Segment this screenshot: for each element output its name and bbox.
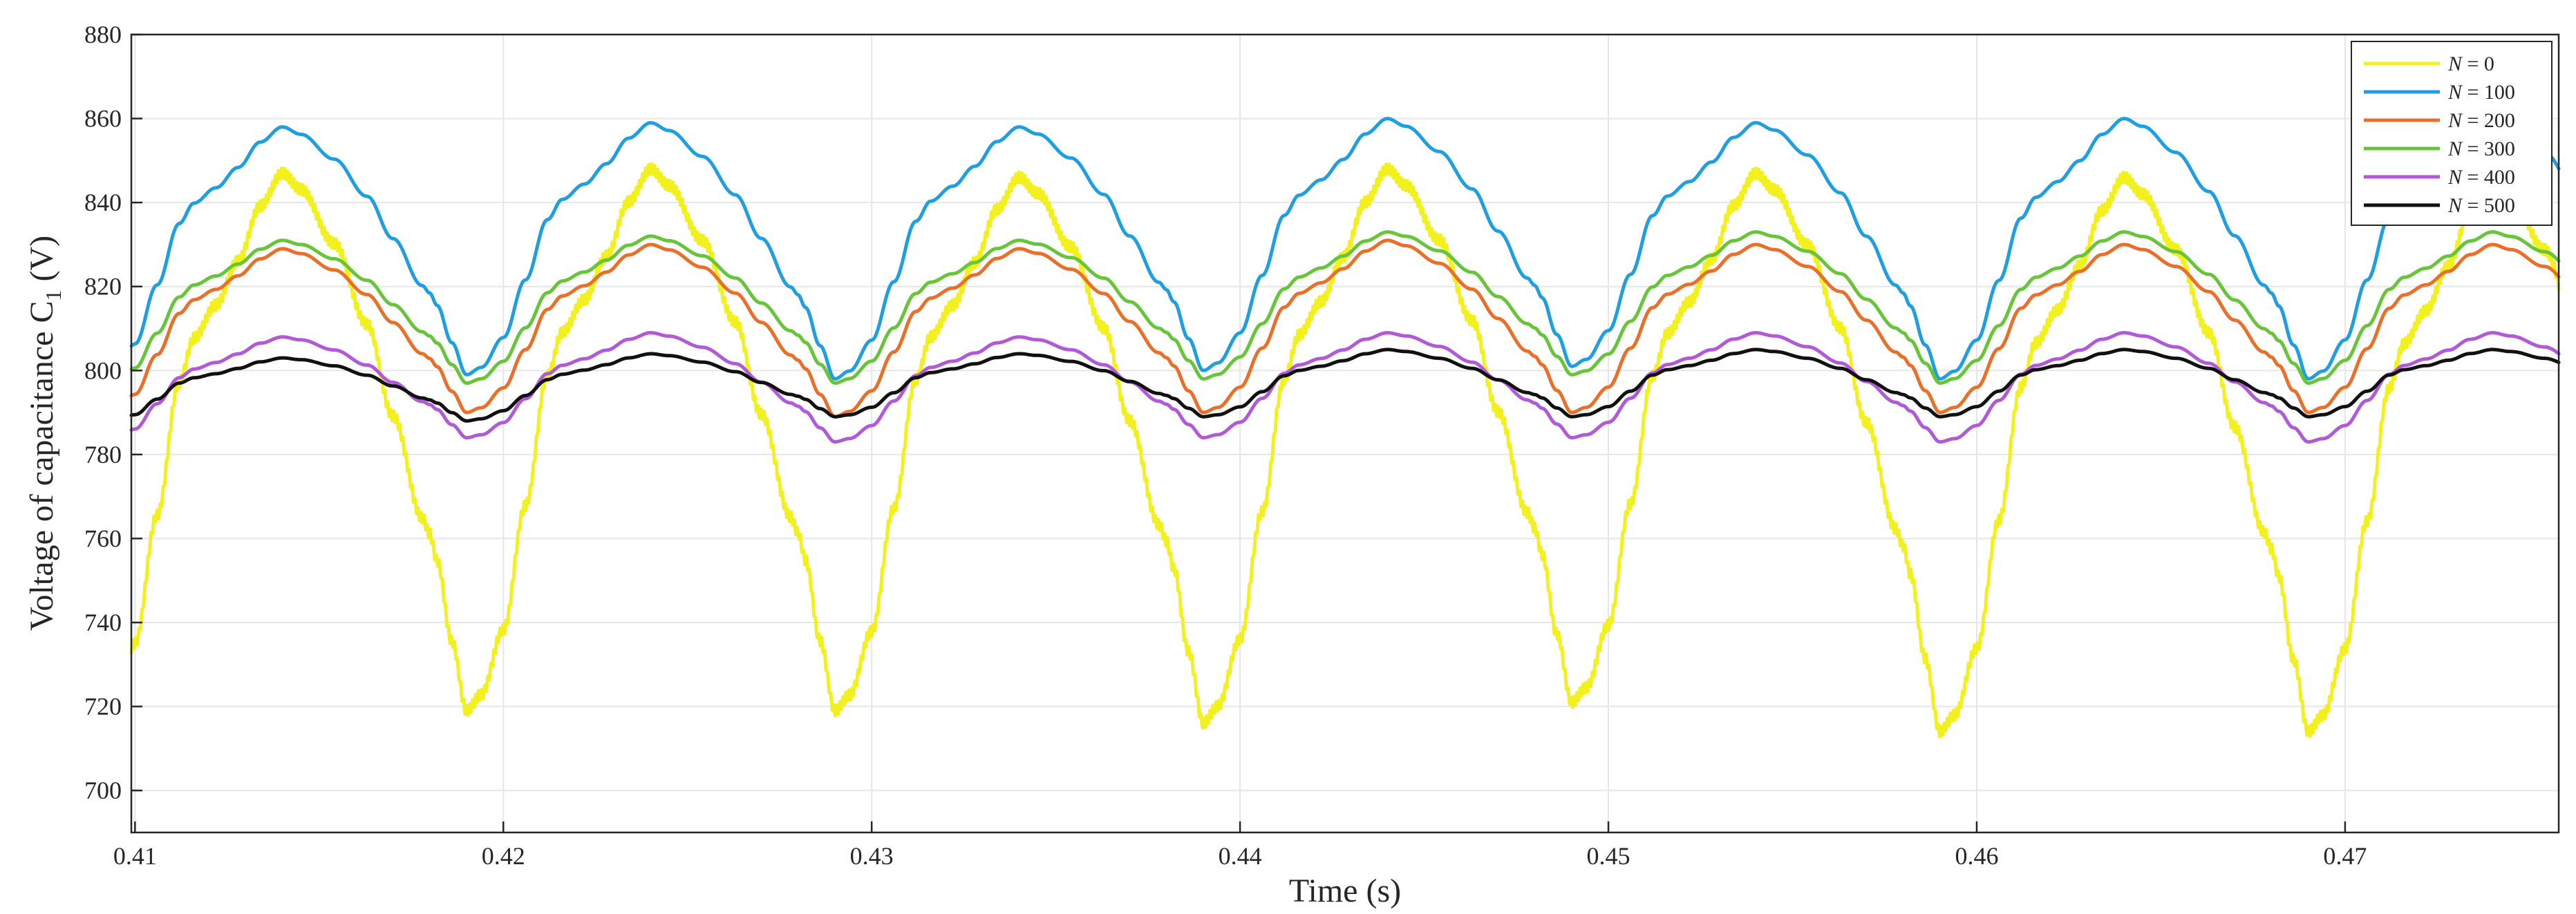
legend-label-value: = 500 (2462, 194, 2515, 217)
legend-label-var: N (2447, 53, 2463, 75)
legend-label: N = 400 (2447, 166, 2515, 189)
legend-label-var: N (2447, 166, 2463, 189)
legend-label-value: = 100 (2462, 81, 2515, 104)
series-line-n300 (129, 230, 2561, 385)
y-tick-label: 820 (84, 273, 122, 301)
series-line-n200 (129, 238, 2561, 419)
legend-label: N = 200 (2447, 109, 2515, 132)
y-tick-label: 780 (84, 441, 122, 468)
y-tick-label: 800 (84, 356, 122, 384)
series-line-n500 (129, 347, 2561, 423)
tick-layer: 700 720 740 760 780 800 820 840 860 880 0.41 0.42 0.… (84, 21, 2367, 870)
series-line-n0 (129, 162, 2561, 739)
x-tick-label: 0.45 (1587, 842, 1630, 870)
y-tick-label: 880 (84, 21, 122, 48)
legend-label-value: = 400 (2462, 166, 2515, 189)
legend-label-value: = 200 (2462, 109, 2515, 132)
legend-label: N = 500 (2447, 194, 2515, 217)
y-tick-label: 740 (84, 609, 122, 636)
y-tick-label: 700 (84, 777, 122, 804)
y-tick-label: 860 (84, 105, 122, 133)
y-tick-label: 720 (84, 693, 122, 721)
axes-box (130, 33, 2560, 834)
x-tick-label: 0.47 (2323, 842, 2367, 870)
legend-label: N = 300 (2447, 137, 2515, 160)
y-axis-title-unit: (V) (23, 236, 60, 290)
legend-label-var: N (2447, 109, 2463, 132)
y-axis-title-subscript: 1 (41, 290, 66, 301)
legend-label: N = 0 (2447, 53, 2494, 75)
y-axis-title: Voltage of capacitance C1 (V) (23, 236, 66, 631)
legend-label-var: N (2447, 194, 2463, 217)
x-axis-title: Time (s) (1289, 873, 1401, 909)
y-tick-label: 840 (84, 189, 122, 216)
x-tick-label: 0.43 (850, 842, 894, 870)
x-tick-label: 0.42 (482, 842, 525, 870)
series-line-n100 (129, 117, 2561, 381)
legend-label: N = 100 (2447, 81, 2515, 104)
y-axis-title-main: Voltage of capacitance C (23, 301, 60, 631)
x-tick-label: 0.44 (1219, 842, 1262, 870)
legend-box (2351, 41, 2553, 226)
legend-label-var: N (2447, 137, 2463, 160)
legend-label-value: = 0 (2462, 53, 2494, 75)
y-tick-label: 760 (84, 524, 122, 552)
x-tick-label: 0.46 (1955, 842, 1998, 870)
x-tick-label: 0.41 (113, 842, 157, 870)
series-layer (129, 117, 2561, 739)
plot-area (131, 35, 2559, 832)
legend-label-value: = 300 (2462, 137, 2515, 160)
legend-label-var: N (2447, 81, 2463, 104)
